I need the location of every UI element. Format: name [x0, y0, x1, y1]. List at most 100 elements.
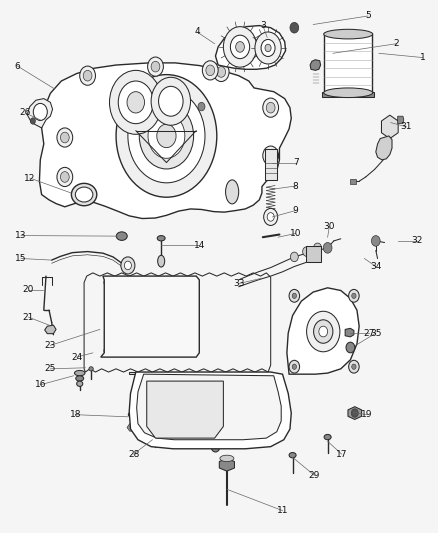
Ellipse shape [74, 370, 85, 376]
Circle shape [206, 65, 215, 76]
Circle shape [148, 57, 163, 76]
Ellipse shape [220, 455, 234, 462]
Circle shape [202, 61, 218, 80]
Circle shape [267, 213, 274, 221]
Ellipse shape [324, 88, 373, 98]
Circle shape [314, 320, 333, 343]
Circle shape [128, 89, 205, 183]
Circle shape [118, 81, 153, 124]
Text: 33: 33 [233, 279, 244, 288]
Circle shape [80, 66, 95, 85]
Polygon shape [129, 372, 272, 374]
Circle shape [213, 62, 229, 82]
Circle shape [151, 61, 160, 72]
Polygon shape [27, 99, 53, 128]
Circle shape [349, 360, 359, 373]
Text: 12: 12 [24, 174, 35, 182]
Text: 2: 2 [394, 39, 399, 48]
Circle shape [83, 70, 92, 81]
Circle shape [323, 243, 332, 253]
Text: 7: 7 [293, 158, 299, 167]
Circle shape [139, 103, 194, 169]
Polygon shape [219, 458, 234, 471]
Circle shape [290, 22, 299, 33]
Circle shape [314, 243, 321, 253]
Text: 9: 9 [293, 206, 299, 215]
Text: 25: 25 [45, 365, 56, 373]
Text: 16: 16 [35, 381, 46, 389]
Circle shape [371, 236, 380, 246]
Ellipse shape [89, 367, 93, 371]
Text: 17: 17 [336, 450, 347, 458]
Polygon shape [39, 63, 291, 219]
Circle shape [352, 364, 356, 369]
Circle shape [289, 360, 300, 373]
Ellipse shape [76, 376, 84, 381]
Circle shape [57, 167, 73, 187]
Circle shape [307, 311, 340, 352]
Text: 19: 19 [361, 410, 373, 419]
Circle shape [217, 67, 226, 77]
Circle shape [236, 42, 244, 52]
Polygon shape [381, 115, 398, 139]
Circle shape [110, 70, 162, 134]
Polygon shape [101, 276, 199, 357]
Text: 6: 6 [14, 62, 21, 70]
Circle shape [189, 346, 196, 355]
Text: 3: 3 [260, 21, 266, 30]
Circle shape [116, 75, 217, 197]
Text: 24: 24 [71, 353, 82, 361]
Ellipse shape [158, 255, 165, 267]
Text: 30: 30 [324, 222, 335, 231]
Circle shape [289, 289, 300, 302]
Polygon shape [398, 116, 404, 124]
Text: 23: 23 [45, 341, 56, 350]
Circle shape [303, 247, 311, 256]
Text: 5: 5 [365, 12, 371, 20]
Circle shape [148, 114, 185, 158]
Circle shape [159, 86, 183, 116]
Ellipse shape [226, 180, 239, 204]
Circle shape [230, 35, 250, 59]
Circle shape [223, 27, 257, 67]
Text: 20: 20 [23, 286, 34, 294]
Text: 18: 18 [70, 410, 81, 419]
Circle shape [124, 261, 131, 270]
Circle shape [127, 92, 145, 113]
Polygon shape [376, 136, 392, 160]
Circle shape [265, 44, 271, 52]
Polygon shape [310, 60, 321, 70]
Circle shape [292, 293, 297, 298]
Text: 13: 13 [15, 231, 27, 240]
Text: 1: 1 [420, 53, 426, 62]
Ellipse shape [324, 29, 373, 39]
Text: 34: 34 [370, 262, 381, 271]
Ellipse shape [289, 453, 296, 458]
Text: 11: 11 [277, 506, 288, 515]
Ellipse shape [77, 381, 83, 386]
Circle shape [255, 32, 281, 64]
Circle shape [189, 278, 196, 287]
Ellipse shape [117, 232, 127, 240]
Ellipse shape [128, 412, 136, 417]
Ellipse shape [157, 236, 165, 241]
Text: 21: 21 [23, 313, 34, 321]
Text: 4: 4 [194, 28, 200, 36]
Circle shape [263, 146, 279, 165]
Circle shape [266, 102, 275, 113]
Polygon shape [345, 328, 354, 337]
Polygon shape [147, 381, 223, 438]
Circle shape [349, 289, 359, 302]
Text: 32: 32 [411, 237, 423, 245]
Ellipse shape [71, 183, 97, 206]
Circle shape [60, 172, 69, 182]
Circle shape [33, 103, 47, 120]
Text: 35: 35 [370, 329, 381, 337]
Circle shape [351, 409, 358, 417]
Text: 31: 31 [401, 123, 412, 131]
Bar [306, 246, 321, 262]
Text: 15: 15 [15, 254, 27, 263]
Circle shape [104, 278, 111, 287]
Circle shape [198, 102, 205, 111]
Circle shape [261, 39, 275, 56]
